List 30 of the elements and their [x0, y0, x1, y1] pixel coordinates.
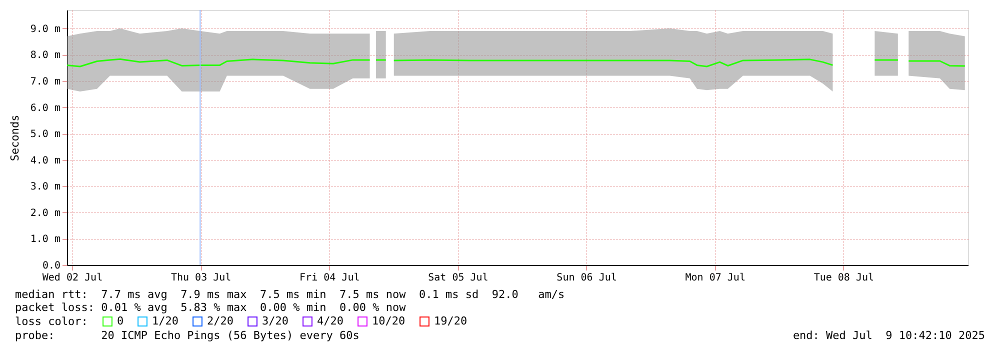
y-tick-label: 3.0 m [30, 182, 60, 193]
y-tick-label: 9.0 m [30, 24, 60, 35]
legend-label: 3/20 [262, 314, 288, 328]
y-tick-label: 7.0 m [30, 76, 60, 88]
y-tick-label: 8.0 m [30, 50, 60, 62]
x-tick-label: Thu 03 Jul [170, 272, 232, 284]
y-tick-label: 4.0 m [30, 155, 60, 166]
text: median rtt: 7.7 ms avg 7.9 ms max 7.5 ms min 7.5 ms now 0.1 ms sd 92.0 am/s [15, 288, 565, 301]
text: probe: 20 ICMP Echo Pings (56 Bytes) every 60s [15, 329, 360, 342]
y-tick-label: 5.0 m [30, 129, 60, 140]
text: packet loss: 0.01 % avg 5.83 % max 0.00 % min 0.00 % now [15, 301, 406, 314]
x-tick-label: Wed 02 Jul [42, 272, 103, 284]
legend-label: 10/20 [372, 314, 406, 328]
x-tick-label: Sat 05 Jul [428, 272, 488, 284]
y-tick-label: 0.0 [42, 260, 60, 272]
legend-label: 19/20 [434, 314, 468, 328]
y-tick-label: 2.0 m [30, 208, 60, 219]
legend-label: 2/20 [207, 314, 234, 328]
x-tick-label: Fri 04 Jul [300, 272, 360, 284]
x-tick-label: Mon 07 Jul [685, 272, 746, 284]
text: end: Wed Jul 9 10:42:10 2025 [792, 329, 985, 342]
x-tick-label: Sun 06 Jul [556, 272, 617, 284]
legend-label: 4/20 [317, 314, 344, 328]
x-tick-label: Tue 08 Jul [814, 272, 874, 284]
y-tick-label: 6.0 m [30, 102, 60, 114]
legend-title: loss color: [15, 315, 88, 328]
legend-label: 1/20 [152, 314, 178, 328]
y-tick-label: 1.0 m [30, 234, 60, 246]
legend-label: 0 [117, 314, 124, 328]
y-axis-title: Seconds [8, 114, 22, 162]
